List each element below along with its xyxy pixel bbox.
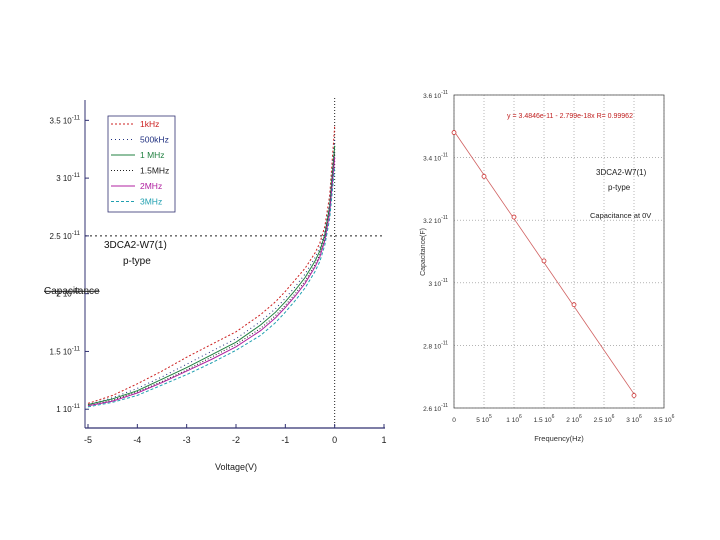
fit-equation-label: y = 3.4846e-11 - 2.799e-18x R= 0.99962 (507, 113, 633, 120)
chart-annotation: 3DCA2-W7(1) (596, 168, 647, 177)
y-tick-label: 3 10-11 (428, 278, 448, 288)
y-tick-label: 1.5 10-11 (50, 346, 81, 356)
chart-annotation: Capacitance at 0V (590, 211, 651, 220)
x-tick-label: 3 106 (626, 414, 642, 424)
voltage-chart: -5 -4 -3 -2 -1 0 1 1 10-11 1.5 10-11 2 10-11 2.5 1… (44, 98, 387, 472)
data-point (481, 173, 487, 179)
data-point (511, 214, 517, 220)
x-tick-label: 2.5 106 (594, 414, 615, 424)
y-tick-label: 1 10-11 (56, 404, 80, 414)
y-tick-label: 3.2 10-11 (423, 215, 448, 225)
legend-label: 1.5MHz (140, 166, 169, 176)
data-point (541, 258, 547, 264)
legend-label: 3MHz (140, 197, 162, 207)
plot-frame (453, 94, 665, 409)
chart-annotation: p-type (123, 256, 151, 267)
legend-box (107, 115, 176, 213)
legend-label: 500kHz (140, 135, 169, 145)
legend-label: 2MHz (140, 181, 162, 191)
y-tick-label: 2.6 10-11 (423, 403, 448, 413)
x-tick-label: -1 (281, 435, 289, 445)
x-axis-title: Voltage(V) (215, 462, 257, 472)
x-tick-label: 0 (452, 417, 456, 424)
x-axis-title: Frequency(Hz) (534, 434, 584, 443)
x-tick-label: 1.5 106 (534, 414, 555, 424)
y-tick-label: 3 10-11 (56, 173, 80, 183)
x-tick-label: 1 (381, 435, 386, 445)
series-line (87, 152, 336, 407)
series-line (87, 137, 336, 406)
x-tick-label: 5 105 (476, 414, 492, 424)
chart-annotation: p-type (608, 183, 631, 192)
data-point (451, 130, 457, 135)
series-line (87, 157, 336, 407)
y-tick-label: 2.5 10-11 (50, 231, 81, 241)
x-tick-label: -3 (183, 435, 191, 445)
data-point (631, 393, 637, 398)
y-axis-title: Capacitance(F) (420, 228, 427, 276)
x-tick-label: 2 106 (566, 414, 582, 424)
x-tick-label: 3.5 106 (654, 414, 675, 424)
frequency-chart: 0 5 105 1 106 1.5 106 2 106 2.5 106 3 106 3.5 1… (420, 90, 675, 443)
y-tick-label: 3.6 10-11 (423, 90, 448, 100)
x-tick-label: -5 (84, 435, 92, 445)
legend-label: 1 MHz (140, 150, 165, 160)
x-tick-label: 0 (332, 435, 337, 445)
x-tick-label: -2 (232, 435, 240, 445)
x-tick-label: 1 106 (506, 414, 522, 424)
y-tick-label: 2 10-11 (56, 289, 80, 299)
chart-annotation: 3DCA2-W7(1) (104, 240, 167, 251)
legend-label: 1kHz (140, 119, 159, 129)
y-tick-label: 3.5 10-11 (50, 115, 81, 125)
series-line (87, 145, 336, 406)
series-line (87, 166, 336, 408)
data-point (571, 302, 577, 308)
x-tick-label: -4 (133, 435, 141, 445)
y-tick-label: 2.8 10-11 (423, 340, 448, 350)
y-tick-label: 3.4 10-11 (423, 153, 448, 163)
y-axis-title: Capacitance (44, 286, 100, 297)
